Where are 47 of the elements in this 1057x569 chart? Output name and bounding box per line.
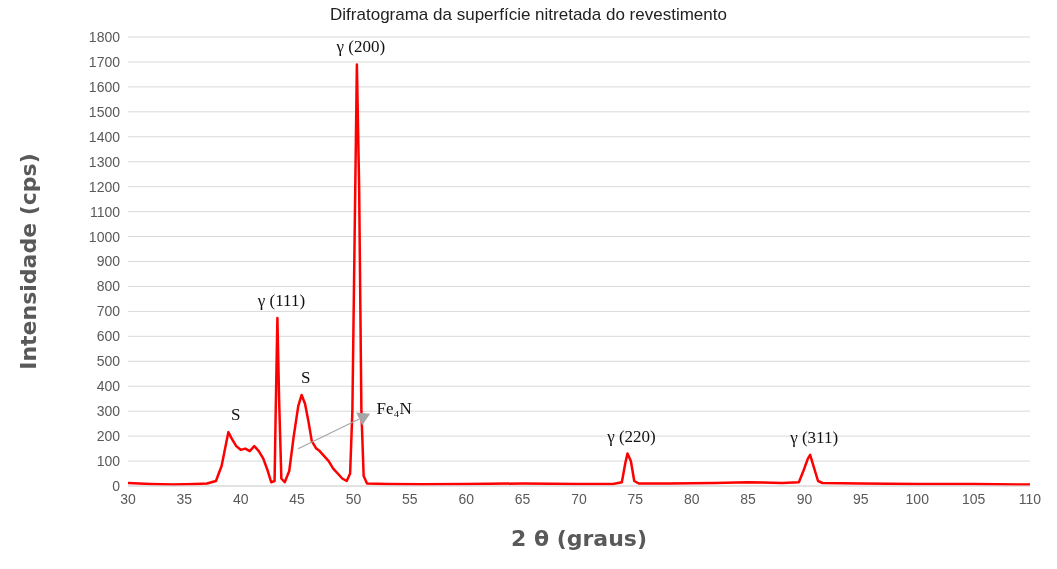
annotation: S	[231, 405, 241, 425]
y-tick-label: 200	[96, 428, 121, 445]
x-tick-label: 85	[740, 490, 757, 507]
x-tick-label: 50	[345, 490, 362, 507]
x-tick-label: 100	[905, 490, 930, 507]
y-tick-label: 1700	[88, 53, 121, 70]
x-tick-label: 30	[120, 490, 136, 507]
y-tick-label: 1000	[88, 228, 121, 245]
x-tick-label: 35	[176, 490, 193, 507]
y-tick-label: 1200	[88, 178, 121, 195]
x-tick-label: 105	[961, 490, 986, 507]
y-tick-label: 1800	[88, 28, 121, 45]
annotation: Fe₄N	[376, 398, 412, 418]
annotation: γ (311)	[789, 427, 839, 447]
x-tick-label: 90	[796, 490, 813, 507]
x-tick-label: 45	[289, 490, 306, 507]
annotation: γ (200)	[335, 37, 386, 57]
y-tick-label: 500	[96, 353, 121, 370]
annotation: γ (111)	[256, 291, 306, 311]
y-tick-label: 800	[96, 278, 121, 295]
x-tick-label: 55	[402, 490, 418, 507]
y-tick-label: 100	[96, 453, 121, 470]
y-tick-label: 1500	[88, 103, 121, 120]
y-tick-label: 400	[96, 378, 121, 395]
annotation: γ (220)	[606, 426, 656, 446]
chart-title: Difratograma da superfície nitretada do revestimento	[330, 5, 727, 24]
y-tick-label: 600	[96, 328, 121, 345]
y-tick-label: 1100	[89, 203, 121, 220]
y-tick-label: 1600	[88, 78, 121, 95]
x-tick-label: 60	[458, 490, 475, 507]
x-tick-label: 65	[514, 490, 531, 507]
line-series	[128, 63, 1030, 486]
x-tick-label: 110	[1018, 490, 1042, 507]
y-axis-title: Intensidade (cps)	[15, 153, 41, 370]
x-tick-label: 95	[853, 490, 869, 507]
x-tick-label: 75	[627, 490, 644, 507]
x-tick-label: 70	[571, 490, 587, 507]
annotation: S	[300, 367, 311, 387]
y-tick-label: 700	[96, 303, 121, 320]
y-tick-label: 300	[96, 403, 121, 420]
x-tick-label: 80	[683, 490, 700, 507]
y-tick-label: 1300	[88, 153, 121, 170]
y-tick-label: 0	[112, 477, 121, 494]
y-tick-label: 900	[96, 253, 121, 270]
x-tick-label: 40	[232, 490, 249, 507]
y-tick-label: 1400	[88, 128, 121, 145]
x-axis-title: 2 θ (graus)	[510, 526, 648, 551]
